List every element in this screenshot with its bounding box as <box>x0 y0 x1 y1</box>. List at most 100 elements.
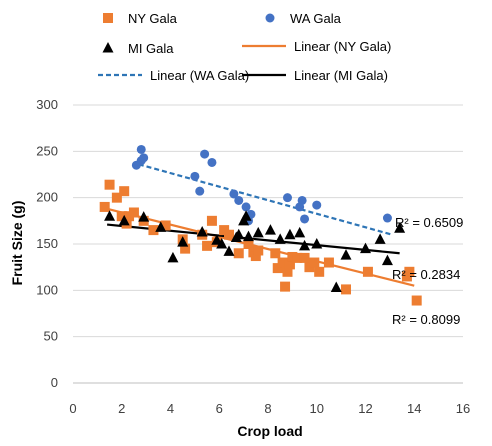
x-tick-label: 0 <box>69 401 76 416</box>
data-points <box>99 144 422 306</box>
data-point <box>119 186 130 197</box>
data-point <box>116 211 127 222</box>
legend-entry: Linear (MI Gala) <box>242 68 388 83</box>
x-tick-label: 2 <box>118 401 125 416</box>
data-point <box>330 281 342 293</box>
legend-marker <box>102 42 114 53</box>
data-point <box>240 210 252 221</box>
data-point <box>253 245 264 256</box>
data-point <box>206 215 217 226</box>
data-point <box>138 211 150 222</box>
data-point <box>411 295 422 306</box>
data-point <box>243 230 254 242</box>
data-point <box>104 179 115 190</box>
data-point <box>243 239 254 249</box>
x-tick-label: 14 <box>407 401 421 416</box>
y-tick-label: 200 <box>36 190 58 205</box>
legend-entry: Linear (NY Gala) <box>242 39 391 54</box>
data-point <box>300 214 310 224</box>
data-point <box>280 281 291 292</box>
y-tick-label: 300 <box>36 97 58 112</box>
x-tick-label: 10 <box>310 401 324 416</box>
data-point <box>250 251 261 262</box>
legend-marker <box>265 13 275 23</box>
data-point <box>340 249 352 260</box>
legend-label: MI Gala <box>128 41 174 56</box>
legend-entry: MI Gala <box>102 41 174 56</box>
legend: NY Gala WA Gala MI Gala Linear (NY Gala) Lin… <box>98 11 391 83</box>
legend-label: NY Gala <box>128 11 178 26</box>
y-tick-label: 100 <box>36 282 58 297</box>
x-tick-label: 4 <box>167 401 174 416</box>
data-point <box>148 225 159 236</box>
series-mi-gala <box>104 210 406 293</box>
data-point <box>362 266 373 277</box>
data-point <box>216 238 228 249</box>
gridlines <box>73 104 463 384</box>
data-point <box>299 252 310 263</box>
r-squared-label: R² = 0.8099 <box>392 312 460 327</box>
data-point <box>136 144 146 154</box>
series-ny-gala <box>99 179 422 306</box>
data-point <box>272 263 283 274</box>
data-point <box>229 189 239 199</box>
data-point <box>252 226 264 238</box>
data-point <box>404 266 415 277</box>
legend-marker <box>103 13 113 23</box>
legend-label: Linear (NY Gala) <box>294 39 391 54</box>
data-point <box>177 236 189 247</box>
data-point <box>323 257 334 268</box>
data-point <box>294 226 306 238</box>
data-point <box>233 248 244 259</box>
data-point <box>118 214 130 226</box>
data-point <box>207 157 217 167</box>
legend-label: Linear (MI Gala) <box>294 68 388 83</box>
data-point <box>394 222 406 233</box>
y-tick-label: 50 <box>44 329 58 344</box>
data-point <box>167 251 179 263</box>
trendline <box>138 163 393 236</box>
legend-label: WA Gala <box>290 11 342 26</box>
data-point <box>284 228 296 240</box>
data-point <box>241 202 251 212</box>
data-point <box>284 259 295 270</box>
data-point <box>312 200 322 210</box>
data-point <box>128 207 139 218</box>
data-point <box>341 284 351 295</box>
y-tick-label: 0 <box>51 375 58 390</box>
data-point <box>200 149 210 159</box>
x-axis-title: Crop load <box>237 423 302 439</box>
data-point <box>155 221 167 232</box>
x-tick-label: 12 <box>358 401 372 416</box>
data-point <box>233 228 245 240</box>
data-point <box>202 240 213 251</box>
data-point <box>299 239 311 251</box>
data-point <box>283 193 292 203</box>
data-point <box>381 254 393 266</box>
data-point <box>382 213 392 223</box>
data-point <box>111 192 122 203</box>
data-point <box>190 171 200 181</box>
data-point <box>99 201 110 212</box>
data-point <box>360 242 371 254</box>
data-point <box>160 220 171 231</box>
series-wa-gala <box>131 144 392 226</box>
data-point <box>314 266 325 277</box>
data-point <box>264 224 276 235</box>
data-point <box>223 245 235 256</box>
y-tick-label: 250 <box>36 143 58 158</box>
data-point <box>139 153 149 163</box>
data-point <box>274 233 286 244</box>
data-point <box>311 238 323 249</box>
r-squared-label: R² = 0.6509 <box>395 215 463 230</box>
data-point <box>282 266 293 277</box>
data-point <box>180 243 191 254</box>
data-point <box>374 233 386 244</box>
data-point <box>270 248 281 259</box>
x-tick-label: 8 <box>264 401 271 416</box>
data-point <box>234 195 244 205</box>
x-tick-label: 6 <box>216 401 223 416</box>
r-squared-label: R² = 0.2834 <box>392 267 460 282</box>
tick-labels: 0 2 4 6 8 10 12 14 16 0 50 100 150 200 250 300 <box>36 97 470 416</box>
